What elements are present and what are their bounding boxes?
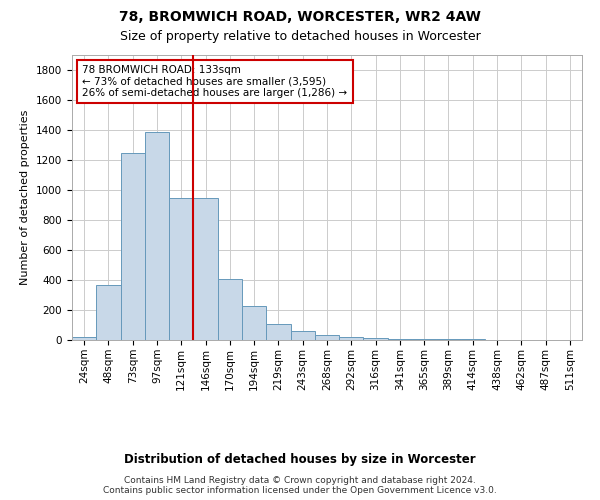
Text: Contains HM Land Registry data © Crown copyright and database right 2024.
Contai: Contains HM Land Registry data © Crown c… bbox=[103, 476, 497, 495]
Y-axis label: Number of detached properties: Number of detached properties bbox=[20, 110, 31, 285]
Text: 78 BROMWICH ROAD: 133sqm
← 73% of detached houses are smaller (3,595)
26% of sem: 78 BROMWICH ROAD: 133sqm ← 73% of detach… bbox=[82, 65, 347, 98]
Bar bbox=[388, 338, 412, 340]
Bar bbox=[266, 324, 290, 340]
Bar bbox=[145, 132, 169, 340]
Bar bbox=[315, 335, 339, 340]
Bar bbox=[121, 152, 145, 340]
Bar bbox=[364, 338, 388, 340]
Bar bbox=[242, 306, 266, 340]
Bar bbox=[218, 278, 242, 340]
Text: Size of property relative to detached houses in Worcester: Size of property relative to detached ho… bbox=[119, 30, 481, 43]
Bar bbox=[290, 331, 315, 340]
Text: 78, BROMWICH ROAD, WORCESTER, WR2 4AW: 78, BROMWICH ROAD, WORCESTER, WR2 4AW bbox=[119, 10, 481, 24]
Text: Distribution of detached houses by size in Worcester: Distribution of detached houses by size … bbox=[124, 452, 476, 466]
Bar bbox=[339, 337, 364, 340]
Bar bbox=[193, 198, 218, 340]
Bar bbox=[169, 198, 193, 340]
Bar bbox=[412, 339, 436, 340]
Bar bbox=[72, 337, 96, 340]
Bar bbox=[96, 284, 121, 340]
